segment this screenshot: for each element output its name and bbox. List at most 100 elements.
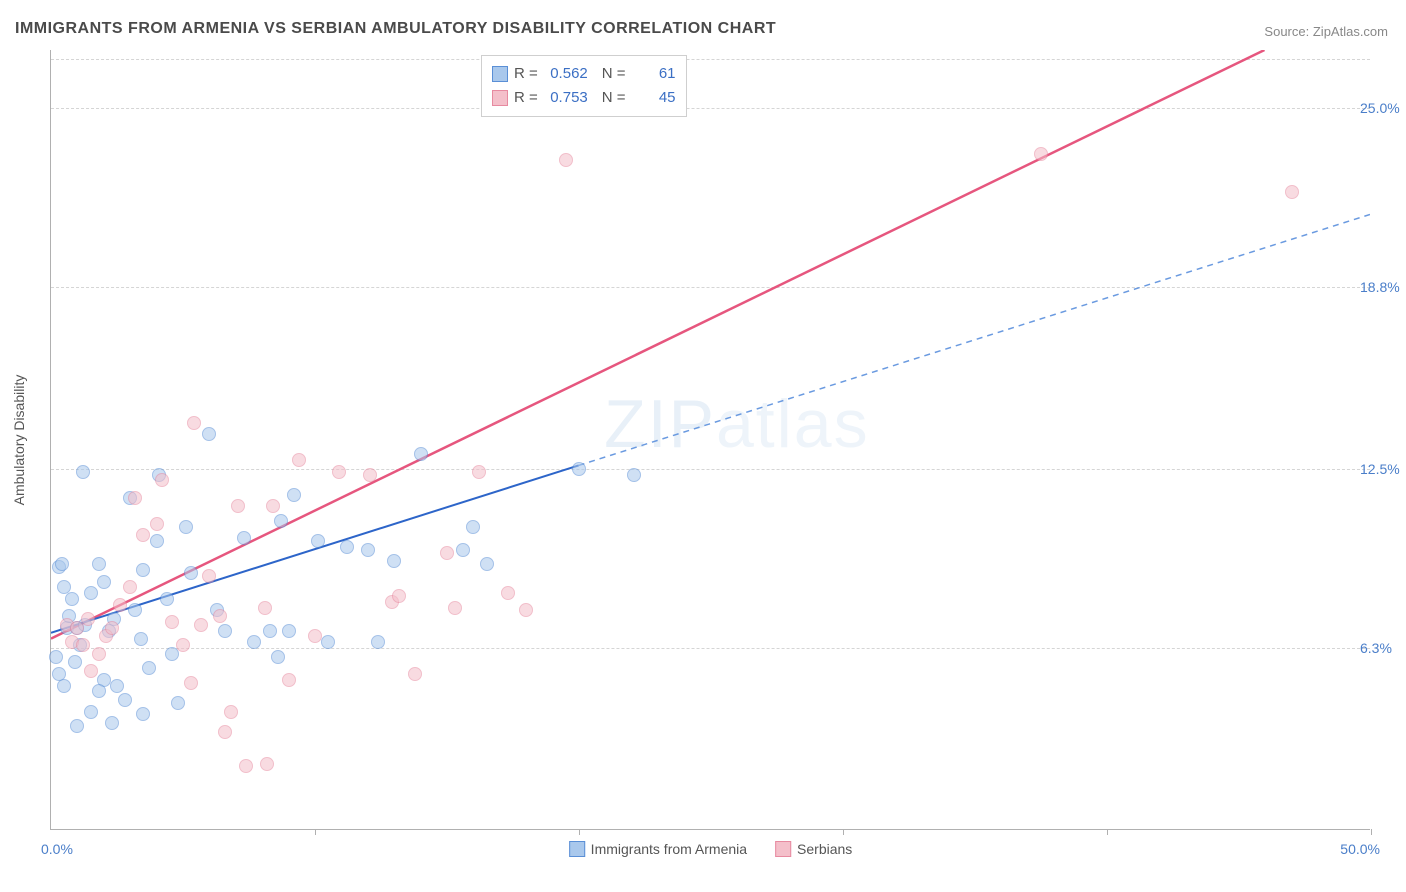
scatter-point [292, 453, 306, 467]
scatter-point [184, 676, 198, 690]
r-label: R = [514, 62, 538, 86]
scatter-point [321, 635, 335, 649]
scatter-point [361, 543, 375, 557]
scatter-point [92, 684, 106, 698]
scatter-point [136, 707, 150, 721]
scatter-point [363, 468, 377, 482]
gridline [51, 469, 1370, 470]
scatter-point [456, 543, 470, 557]
scatter-point [84, 586, 98, 600]
legend-item: Serbians [775, 841, 852, 857]
scatter-point [68, 655, 82, 669]
scatter-point [105, 621, 119, 635]
x-tick [315, 829, 316, 835]
x-axis-end-label: 50.0% [1340, 841, 1380, 857]
r-value: 0.562 [544, 62, 588, 86]
scatter-point [187, 416, 201, 430]
scatter-point [247, 635, 261, 649]
scatter-point [134, 632, 148, 646]
scatter-point [414, 447, 428, 461]
n-label: N = [602, 62, 626, 86]
scatter-point [258, 601, 272, 615]
y-axis-title: Ambulatory Disability [11, 374, 27, 505]
scatter-point [472, 465, 486, 479]
scatter-point [142, 661, 156, 675]
scatter-point [572, 462, 586, 476]
scatter-point [105, 716, 119, 730]
scatter-point [150, 534, 164, 548]
scatter-point [202, 569, 216, 583]
scatter-point [271, 650, 285, 664]
scatter-point [231, 499, 245, 513]
x-tick [579, 829, 580, 835]
gridline [51, 287, 1370, 288]
scatter-point [171, 696, 185, 710]
scatter-point [627, 468, 641, 482]
scatter-point [287, 488, 301, 502]
scatter-point [184, 566, 198, 580]
legend-label: Serbians [797, 841, 852, 857]
x-axis-start-label: 0.0% [41, 841, 73, 857]
x-tick [1107, 829, 1108, 835]
y-tick-label: 12.5% [1360, 461, 1406, 477]
scatter-point [179, 520, 193, 534]
scatter-point [260, 757, 274, 771]
scatter-point [1034, 147, 1048, 161]
n-label: N = [602, 86, 626, 110]
scatter-point [224, 705, 238, 719]
scatter-point [237, 531, 251, 545]
scatter-point [440, 546, 454, 560]
scatter-point [176, 638, 190, 652]
y-tick-label: 6.3% [1360, 640, 1406, 656]
scatter-point [160, 592, 174, 606]
scatter-point [49, 650, 63, 664]
scatter-point [266, 499, 280, 513]
source-attribution: Source: ZipAtlas.com [1264, 24, 1388, 39]
r-value: 0.753 [544, 86, 588, 110]
scatter-point [81, 612, 95, 626]
gridline [51, 648, 1370, 649]
n-value: 45 [632, 86, 676, 110]
source-label: Source: [1264, 24, 1309, 39]
scatter-point [165, 615, 179, 629]
scatter-point [332, 465, 346, 479]
watermark: ZIPatlas [604, 385, 869, 463]
stats-row: R =0.753 N =45 [492, 86, 676, 110]
scatter-point [480, 557, 494, 571]
scatter-point [282, 624, 296, 638]
scatter-point [97, 575, 111, 589]
scatter-point [559, 153, 573, 167]
gridline [51, 59, 1370, 60]
x-tick [1371, 829, 1372, 835]
legend-label: Immigrants from Armenia [591, 841, 747, 857]
scatter-point [194, 618, 208, 632]
scatter-point [392, 589, 406, 603]
scatter-point [408, 667, 422, 681]
legend: Immigrants from Armenia Serbians [569, 841, 853, 857]
trend-line [579, 214, 1370, 465]
scatter-point [110, 679, 124, 693]
scatter-point [155, 473, 169, 487]
plot-area: ZIPatlas 6.3%12.5%18.8%25.0% R =0.562N =… [50, 50, 1370, 830]
scatter-point [213, 609, 227, 623]
series-swatch [775, 841, 791, 857]
scatter-point [55, 557, 69, 571]
trend-lines [51, 50, 1370, 829]
scatter-point [57, 679, 71, 693]
correlation-chart: IMMIGRANTS FROM ARMENIA VS SERBIAN AMBUL… [0, 0, 1406, 892]
r-label: R = [514, 86, 538, 110]
scatter-point [128, 603, 142, 617]
scatter-point [70, 719, 84, 733]
scatter-point [113, 598, 127, 612]
scatter-point [1285, 185, 1299, 199]
legend-item: Immigrants from Armenia [569, 841, 747, 857]
scatter-point [218, 725, 232, 739]
scatter-point [202, 427, 216, 441]
scatter-point [118, 693, 132, 707]
stats-row: R =0.562N =61 [492, 62, 676, 86]
scatter-point [387, 554, 401, 568]
series-swatch [492, 66, 508, 82]
scatter-point [136, 528, 150, 542]
scatter-point [123, 580, 137, 594]
scatter-point [274, 514, 288, 528]
